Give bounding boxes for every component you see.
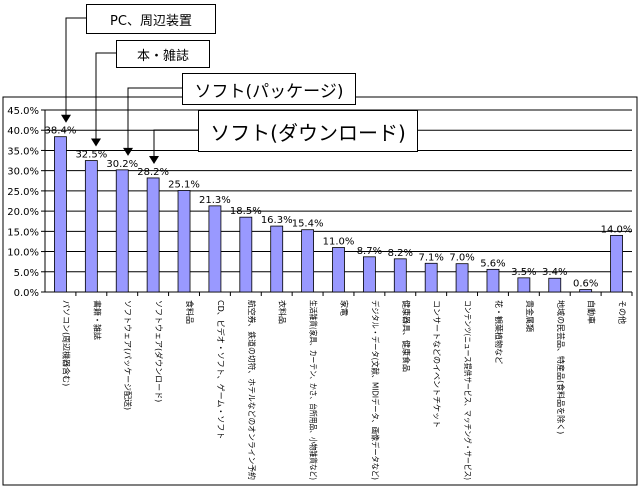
data-label: 5.6% <box>480 258 505 269</box>
bar <box>455 263 469 293</box>
y-tick-label: 20.0% <box>7 207 39 218</box>
bar <box>177 190 191 293</box>
data-label: 7.0% <box>449 253 474 264</box>
bar <box>270 225 284 293</box>
category-label: ソフトウェア(パッケージ配送) <box>123 300 133 410</box>
bar <box>393 258 407 293</box>
bar <box>486 268 500 293</box>
callout-pc-peripherals-label: PC、周辺装置 <box>110 13 192 29</box>
bar <box>362 256 376 293</box>
category-label: CD、ビデオ・ソフト、ゲーム・ソフト <box>216 300 226 439</box>
y-tick-label: 10.0% <box>7 248 39 259</box>
category-label: 貴金属類 <box>525 300 535 332</box>
data-label: 11.0% <box>323 237 355 248</box>
callout-leader <box>153 129 198 158</box>
data-label: 14.0% <box>601 224 633 235</box>
y-tick-label: 45.0% <box>7 106 39 117</box>
callout-software-package-label: ソフト(パッケージ) <box>194 81 344 102</box>
bar <box>146 177 160 293</box>
data-label: 32.5% <box>75 150 107 161</box>
bar <box>239 216 253 293</box>
y-tick-label: 35.0% <box>7 146 39 157</box>
category-label: 食料品 <box>185 300 195 324</box>
data-label: 25.1% <box>168 179 200 190</box>
category-label: 書籍・雑誌 <box>92 300 102 340</box>
callout-leader <box>65 17 86 117</box>
bar <box>84 160 98 293</box>
category-label: デジタル・データ(文献、MIDIデータ、画像データなど) <box>370 300 380 480</box>
data-label: 15.4% <box>292 219 324 230</box>
callout-software-download-label: ソフト(ダウンロード) <box>210 120 406 145</box>
y-tick-label: 40.0% <box>7 126 39 137</box>
callout-books-magazines: 本・雑誌 <box>116 40 210 68</box>
callout-leader <box>127 87 182 150</box>
chart-frame <box>2 96 638 486</box>
category-label: コンテンツ(ニュース提供サービス、マッチング・サービス) <box>463 300 473 480</box>
data-label: 8.7% <box>357 246 382 257</box>
bar <box>301 229 315 293</box>
bar <box>610 234 623 293</box>
data-label: 18.5% <box>230 206 262 217</box>
bar <box>54 136 67 293</box>
data-label: 38.4% <box>45 126 77 137</box>
data-label: 3.4% <box>542 267 567 278</box>
bar <box>115 169 129 293</box>
y-tick-label: 30.0% <box>7 167 39 178</box>
callout-software-package: ソフト(パッケージ) <box>182 73 356 105</box>
data-label: 8.2% <box>388 248 413 259</box>
data-label: 7.1% <box>418 252 443 263</box>
data-label: 0.6% <box>573 279 598 290</box>
callout-pc-peripherals: PC、周辺装置 <box>86 4 216 34</box>
callout-software-download: ソフト(ダウンロード) <box>198 110 418 152</box>
y-tick-label: 0.0% <box>14 288 39 299</box>
data-label: 30.2% <box>106 159 138 170</box>
category-label: 地域の民芸品、特産品(食料品を除く) <box>556 300 566 434</box>
callout-arrowhead <box>123 147 133 156</box>
data-label: 28.2% <box>137 167 169 178</box>
category-label: 自動車 <box>587 300 597 324</box>
category-label: 健康器具、健康食品 <box>401 300 411 372</box>
callout-leader <box>95 52 116 141</box>
category-label: コンサートなどのイベントチケット <box>432 300 441 428</box>
category-label: パソコン(周辺機器含む) <box>61 300 71 386</box>
bar <box>424 262 438 293</box>
bar <box>332 247 345 293</box>
callout-arrowhead <box>61 114 71 123</box>
y-tick-label: 5.0% <box>14 268 39 279</box>
callout-arrowhead <box>149 155 159 164</box>
data-label: 3.5% <box>511 267 536 278</box>
y-tick-label: 15.0% <box>7 227 39 238</box>
category-label: 生活雑貨(家具、カーテン、かさ、台所用品、小物雑貨など) <box>309 300 319 480</box>
bar <box>579 289 593 293</box>
category-label: 花・観葉植物など <box>494 300 504 364</box>
category-label: 衣料品 <box>278 300 288 324</box>
callout-arrowhead <box>91 138 101 147</box>
bar <box>208 205 222 293</box>
category-label: 航空券、鉄道の切符、ホテルなどのオンライン予約 <box>247 300 257 480</box>
data-label: 16.3% <box>261 215 293 226</box>
y-tick-label: 25.0% <box>7 187 39 198</box>
bar <box>517 277 531 293</box>
bar <box>548 277 562 293</box>
category-label: 家電 <box>340 300 350 316</box>
category-label: ソフトウェア(ダウンロード) <box>154 300 164 402</box>
callout-books-magazines-label: 本・雑誌 <box>136 48 189 64</box>
data-label: 21.3% <box>199 195 231 206</box>
category-label: その他 <box>618 300 628 324</box>
